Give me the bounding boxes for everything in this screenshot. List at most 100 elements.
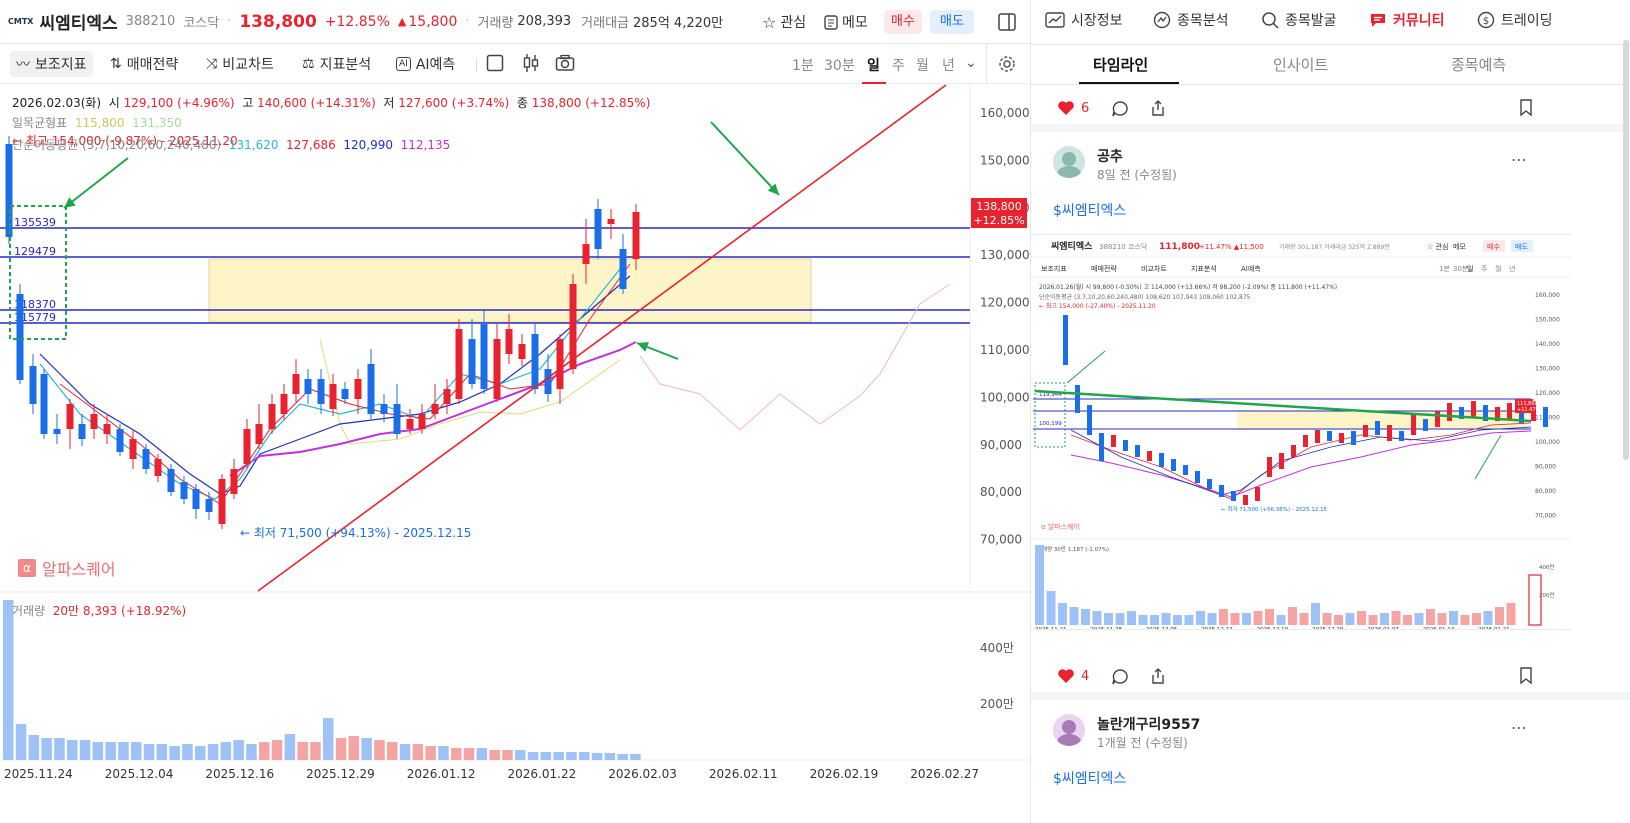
like-button[interactable]: 4 bbox=[1057, 668, 1089, 684]
gear-icon[interactable] bbox=[997, 54, 1017, 78]
nav-market-info[interactable]: 시장정보 bbox=[1045, 10, 1123, 30]
square-icon[interactable] bbox=[486, 54, 504, 76]
price-chart[interactable]: 160,000150,000140,000130,000120,000110,0… bbox=[0, 84, 1030, 823]
embedded-candle bbox=[1435, 411, 1440, 427]
indicator-analysis-button[interactable]: ⚖ 지표분석 bbox=[302, 51, 371, 77]
sell-button[interactable]: 매도 bbox=[930, 10, 974, 34]
nav-label: 트레이딩 bbox=[1501, 13, 1553, 29]
volume-info-value: 20만 8,393 (+18.92%) bbox=[52, 604, 187, 618]
scrollbar[interactable] bbox=[1623, 40, 1629, 460]
volume-bar bbox=[387, 742, 398, 760]
volume-bar bbox=[463, 748, 475, 760]
author-name[interactable]: 공추 bbox=[1097, 149, 1123, 165]
volume-bar bbox=[604, 753, 616, 760]
period-week[interactable]: 주 bbox=[892, 58, 905, 74]
candle-body bbox=[341, 389, 349, 399]
candle-body bbox=[205, 499, 213, 512]
chart-canvas[interactable]: 160,000150,000140,000130,000120,000110,0… bbox=[0, 84, 1030, 823]
embedded-volume-bar bbox=[1506, 603, 1516, 625]
volume-value: 208,393 bbox=[517, 14, 572, 29]
strategy-icon: ⇅ bbox=[110, 56, 122, 72]
embedded-period: 1분 bbox=[1439, 265, 1450, 273]
panel-toggle-icon[interactable] bbox=[997, 12, 1017, 36]
nav-stock-discovery[interactable]: 종목발굴 bbox=[1261, 10, 1337, 30]
avatar[interactable] bbox=[1053, 714, 1085, 746]
bookmark-icon[interactable] bbox=[1519, 667, 1533, 689]
embedded-volume-bar bbox=[1495, 607, 1504, 625]
like-count: 4 bbox=[1081, 668, 1090, 684]
period-day[interactable]: 일 bbox=[867, 58, 880, 74]
nav-trading[interactable]: $ 트레이딩 bbox=[1477, 10, 1553, 30]
embedded-candle bbox=[1495, 407, 1500, 421]
embedded-volume-bar bbox=[1069, 607, 1079, 625]
buy-button[interactable]: 매수 bbox=[884, 10, 922, 34]
post-image[interactable]: 씨엠티엑스 388210 코스닥 111,800 +11.47% ▲11,500 거래량… bbox=[1031, 234, 1571, 630]
candle-body bbox=[380, 404, 388, 414]
memo-button[interactable]: 메모 bbox=[824, 10, 868, 34]
bookmark-icon[interactable] bbox=[1519, 99, 1533, 121]
embedded-sell-bg bbox=[1511, 240, 1533, 252]
volume-bar bbox=[515, 750, 526, 760]
indicators-label: 보조지표 bbox=[35, 57, 87, 73]
share-icon[interactable] bbox=[1149, 667, 1167, 689]
embedded-toolbar-item: 지표분석 bbox=[1191, 264, 1217, 273]
candle-body bbox=[53, 429, 61, 434]
period-month[interactable]: 월 bbox=[916, 58, 929, 74]
compare-chart-button[interactable]: ⤨ 비교차트 bbox=[206, 51, 274, 77]
stock-name[interactable]: 씨엠티엑스 bbox=[39, 14, 118, 34]
ma-label: 단순이동평균 (3,7,10,20,60,240,480) bbox=[12, 138, 222, 152]
watchlist-label: 관심 bbox=[780, 15, 807, 31]
avatar[interactable] bbox=[1053, 146, 1085, 178]
stock-tag-link[interactable]: $씨엠티엑스 bbox=[1053, 771, 1127, 787]
current-price-tag-price: 138,800 bbox=[976, 200, 1022, 213]
tab-insight[interactable]: 인사이트 bbox=[1273, 56, 1329, 74]
strategy-button[interactable]: ⇅ 매매전략 bbox=[110, 51, 178, 77]
period-1min[interactable]: 1분 bbox=[792, 58, 814, 74]
candle-type-icon[interactable] bbox=[522, 53, 540, 77]
nav-community[interactable]: 커뮤니티 bbox=[1369, 10, 1445, 30]
embedded-candle bbox=[1075, 385, 1080, 413]
watchlist-button[interactable]: ☆ 관심 bbox=[762, 10, 806, 34]
embedded-volume-bar bbox=[1299, 613, 1309, 625]
embedded-candle bbox=[1291, 445, 1296, 457]
chevron-down-icon[interactable]: ⌄ bbox=[965, 55, 977, 71]
embedded-volume-bar bbox=[1242, 613, 1251, 625]
embedded-candle bbox=[1327, 431, 1332, 441]
annotation-arrow bbox=[63, 157, 129, 209]
author-name[interactable]: 놀란개구리9557 bbox=[1097, 717, 1201, 733]
embedded-watch: ☆ 관심 bbox=[1427, 242, 1448, 251]
candle-body bbox=[619, 249, 627, 289]
annotation-arrowhead bbox=[767, 183, 779, 195]
tab-timeline[interactable]: 타임라인 bbox=[1093, 56, 1149, 74]
period-30min[interactable]: 30분 bbox=[824, 58, 855, 74]
embedded-change: +11.47% ▲11,500 bbox=[1199, 243, 1264, 251]
comment-icon[interactable] bbox=[1111, 100, 1129, 122]
embedded-volume-bar bbox=[1058, 603, 1067, 625]
share-icon[interactable] bbox=[1149, 99, 1167, 121]
embedded-stock-code: 388210 코스닥 bbox=[1099, 242, 1148, 251]
embedded-period: 일 bbox=[1467, 264, 1473, 273]
like-count: 6 bbox=[1081, 100, 1090, 116]
more-options-icon[interactable]: ⋯ bbox=[1511, 718, 1527, 737]
tab-prediction[interactable]: 종목예측 bbox=[1451, 56, 1507, 74]
camera-icon[interactable] bbox=[555, 54, 575, 76]
like-button[interactable]: 6 bbox=[1057, 100, 1089, 116]
change-percent: +12.85% bbox=[324, 13, 390, 30]
trend-line bbox=[257, 84, 947, 592]
period-year[interactable]: 년 bbox=[942, 58, 955, 74]
volume-bar bbox=[451, 748, 462, 760]
embedded-ma-line bbox=[1070, 430, 1532, 498]
open-value: 129,100 (+4.96%) bbox=[123, 96, 235, 110]
embedded-candle bbox=[1471, 401, 1476, 417]
nav-stock-analysis[interactable]: 종목분석 bbox=[1153, 10, 1229, 30]
comment-icon[interactable] bbox=[1111, 668, 1129, 690]
ai-prediction-button[interactable]: AI AI예측 bbox=[396, 51, 455, 77]
candle-body bbox=[556, 339, 564, 389]
embedded-date-tick: 2025.12.12 bbox=[1201, 627, 1233, 630]
stock-tag-link[interactable]: $씨엠티엑스 bbox=[1053, 203, 1127, 219]
more-options-icon[interactable]: ⋯ bbox=[1511, 150, 1527, 169]
embedded-price-tag: 111,800 bbox=[1517, 401, 1538, 407]
indicator-icon: 〰 bbox=[16, 57, 30, 73]
indicators-button[interactable]: 〰 보조지표 bbox=[10, 51, 93, 77]
embedded-max: ← 최고 154,000 (-27.40%) - 2025.11.20 bbox=[1039, 302, 1156, 310]
